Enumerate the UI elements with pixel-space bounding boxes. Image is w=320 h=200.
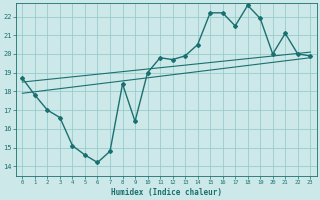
X-axis label: Humidex (Indice chaleur): Humidex (Indice chaleur) <box>111 188 222 197</box>
